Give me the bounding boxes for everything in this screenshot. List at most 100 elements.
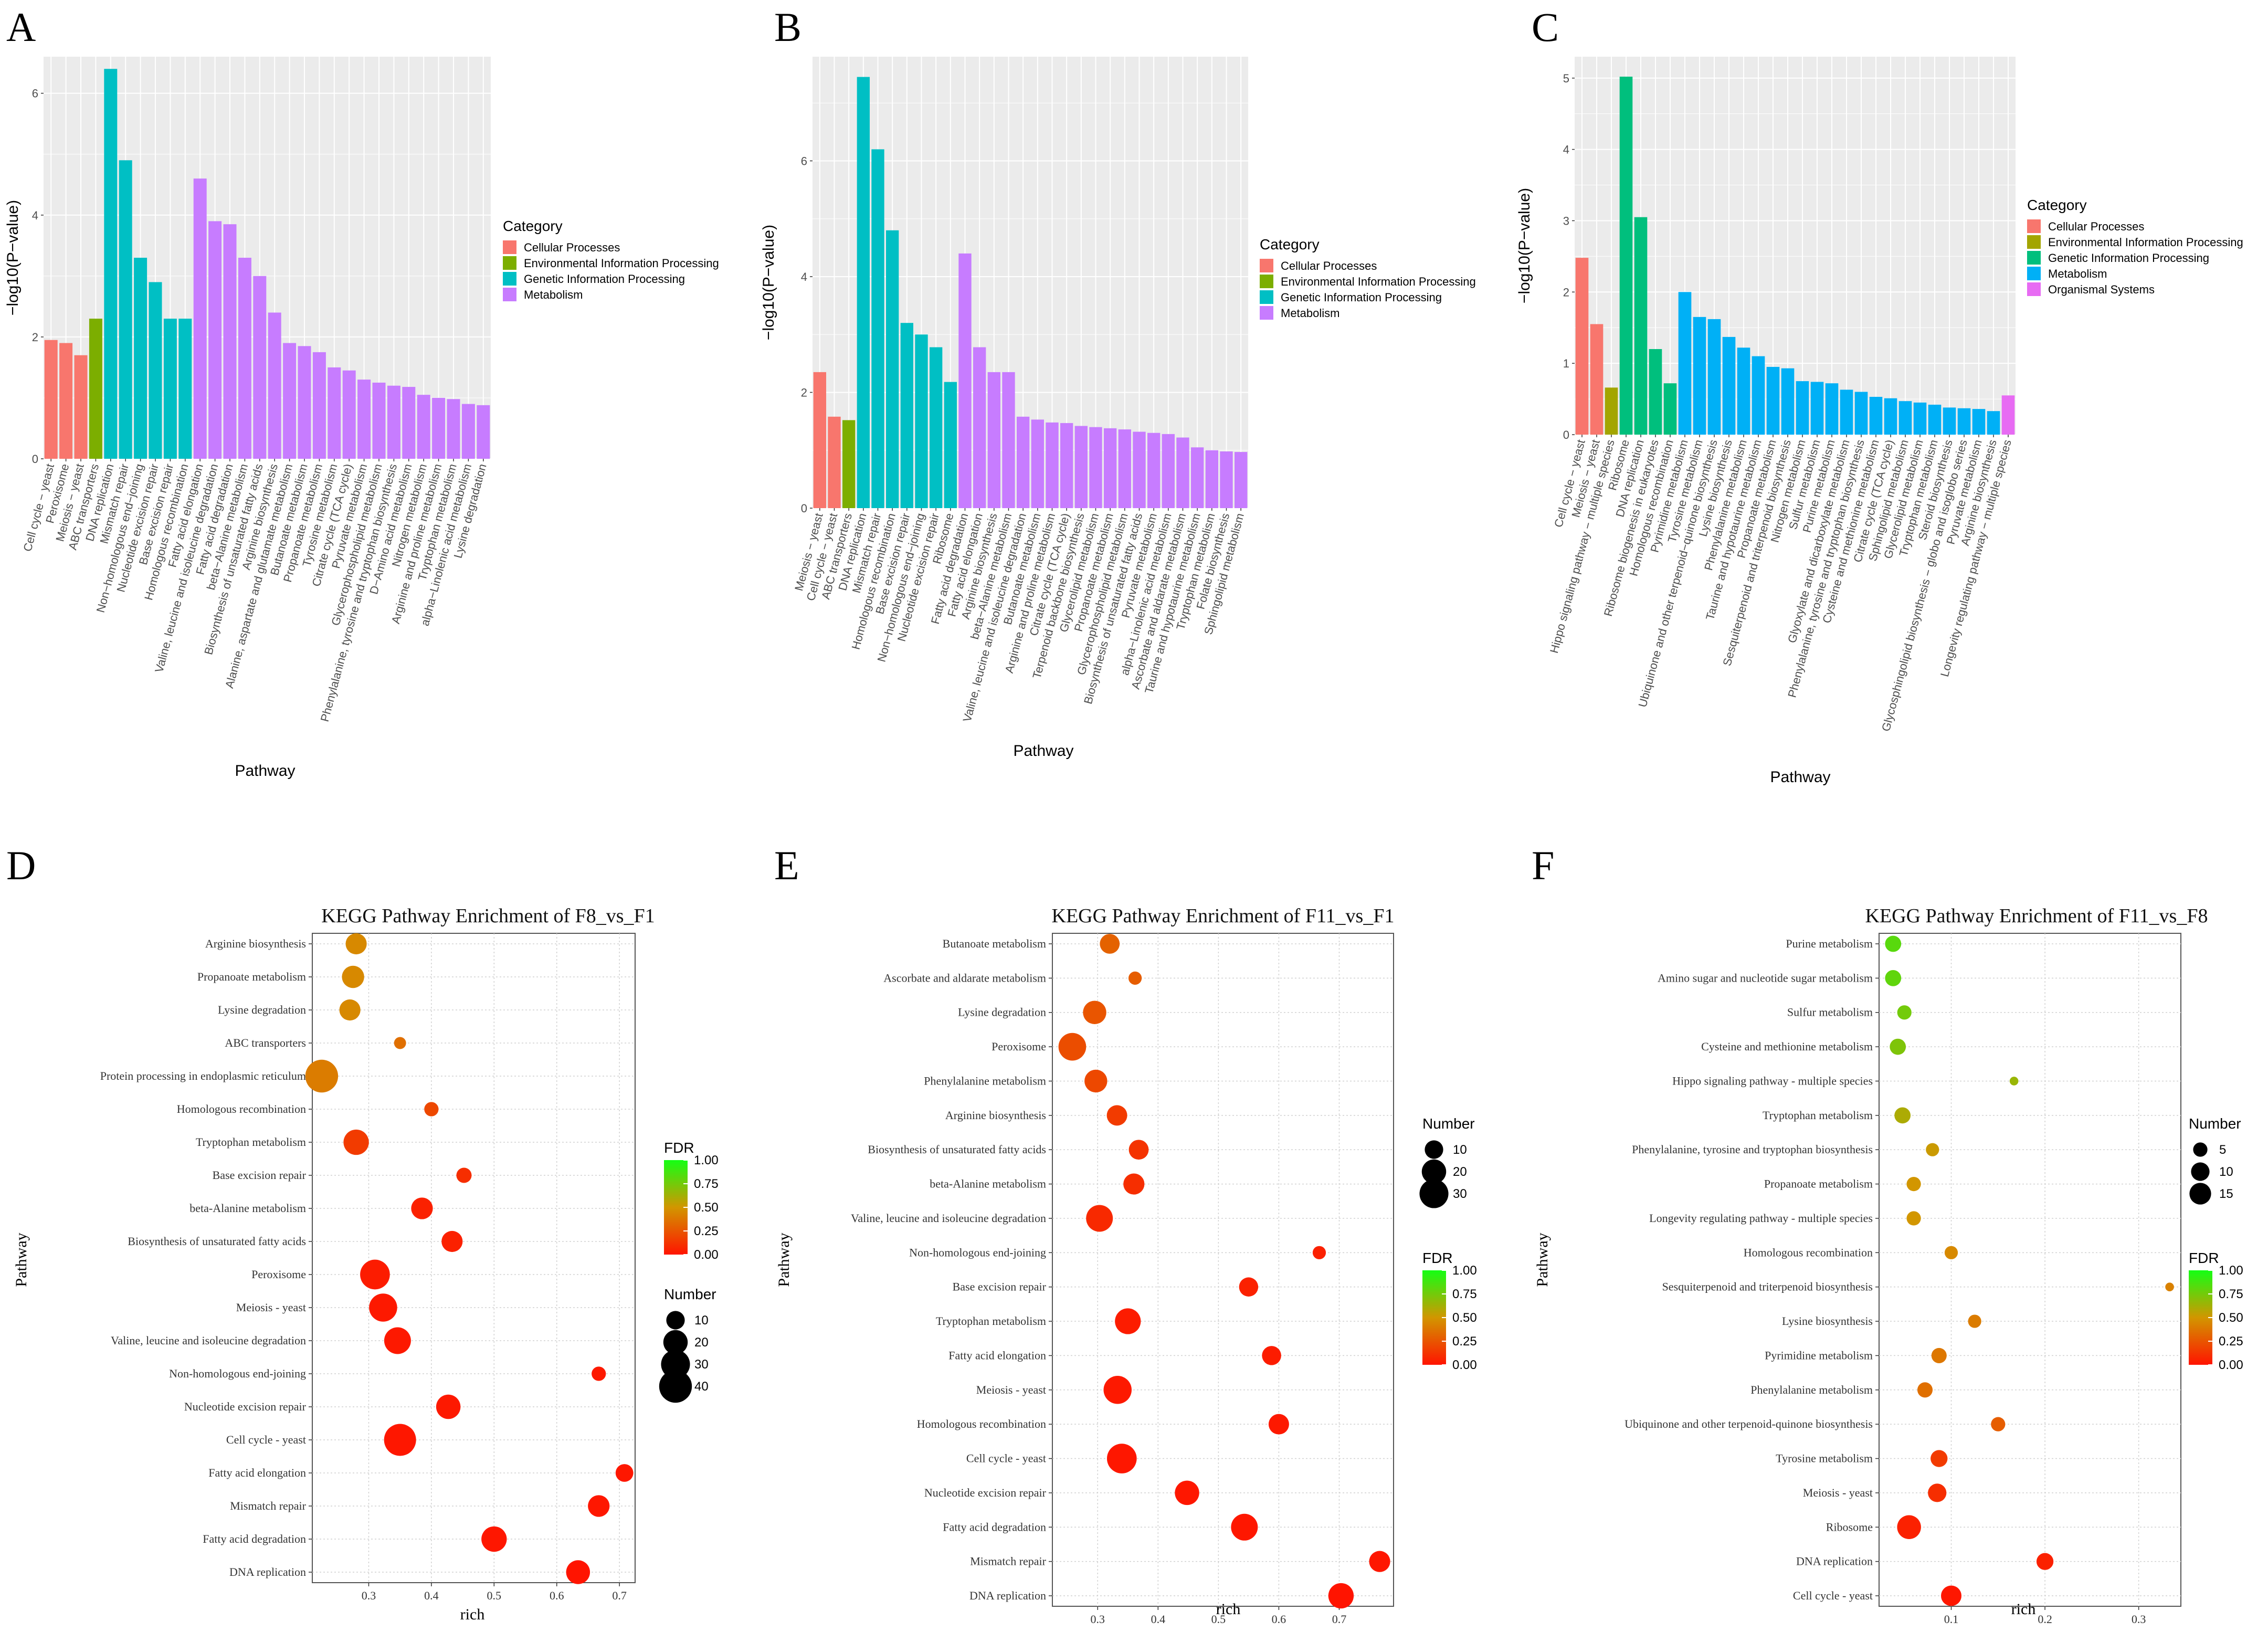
number-legend-dot-d [659, 1370, 692, 1403]
legend-swatch-c [2027, 282, 2041, 296]
bar-b [1162, 434, 1175, 508]
legend-label-c: Environmental Information Processing [2048, 236, 2243, 249]
x-tick-label-d: 0.3 [362, 1589, 376, 1602]
pathway-label-f: Sulfur metabolism [1787, 1006, 1873, 1019]
y-tick-label-b: 2 [801, 386, 807, 399]
bubble-f [1897, 1515, 1921, 1540]
pathway-label-d: ABC transporters [225, 1036, 306, 1049]
pathway-label-e: Arginine biosynthesis [945, 1109, 1046, 1122]
number-legend-dot-d [666, 1311, 685, 1330]
number-legend-dot-f [2193, 1142, 2208, 1157]
fdr-tick-label-f: 0.00 [2219, 1358, 2243, 1372]
bar-b [1133, 431, 1146, 508]
x-axis-title-f: rich [2011, 1601, 2036, 1618]
x-axis-title-c: Pathway [1770, 768, 1830, 786]
pathway-label-d: Fatty acid degradation [203, 1532, 306, 1545]
bar-c [1987, 411, 2000, 435]
y-axis-title-e: Pathway [775, 1233, 793, 1287]
legend-swatch-b [1260, 259, 1273, 272]
plot-panel-f [1879, 933, 2181, 1607]
bar-b [900, 323, 914, 508]
bar-a [461, 404, 475, 459]
bar-a [163, 319, 177, 459]
bubble-f [1906, 1211, 1921, 1226]
chart-title-f: KEGG Pathway Enrichment of F11_vs_F8 [1865, 905, 2208, 927]
y-tick-label-c: 3 [1563, 214, 1569, 227]
number-legend-dot-f [2189, 1183, 2211, 1205]
plot-panel-d [312, 933, 636, 1583]
fdr-tick-label-f: 0.25 [2219, 1334, 2243, 1349]
pathway-label-f: Phenylalanine, tyrosine and tryptophan b… [1632, 1143, 1873, 1156]
number-legend-label-e: 10 [1453, 1143, 1467, 1157]
pathway-label-f: Hippo signaling pathway - multiple speci… [1672, 1074, 1873, 1087]
bubble-f [1931, 1450, 1948, 1467]
fdr-tick-label-e: 0.75 [1452, 1287, 1477, 1301]
number-legend-dot-d [663, 1330, 688, 1355]
legend-label-c: Metabolism [2048, 267, 2107, 280]
pathway-label-f: Homologous recombination [1744, 1246, 1873, 1259]
bar-a [268, 312, 281, 459]
bar-c [1590, 324, 1604, 435]
bar-b [1118, 429, 1132, 508]
legend-title-b: Category [1260, 236, 1320, 252]
bar-b [871, 149, 884, 508]
number-legend-label-f: 5 [2219, 1143, 2226, 1157]
bar-b [1046, 422, 1059, 508]
x-tick-label-d: 0.5 [487, 1589, 502, 1602]
x-tick-label-e: 0.7 [1332, 1613, 1347, 1626]
bubble-e [1262, 1346, 1281, 1365]
pathway-label-f: Propanoate metabolism [1764, 1177, 1873, 1191]
legend-swatch-c [2027, 251, 2041, 265]
panel-label-e: E [774, 843, 799, 888]
pathway-label-f: Lysine biosynthesis [1782, 1314, 1873, 1328]
number-legend-label-e: 20 [1453, 1165, 1467, 1179]
panel-label-b: B [774, 4, 801, 50]
bubble-f [1894, 1107, 1911, 1124]
bar-b [1103, 428, 1117, 508]
bar-a [253, 276, 267, 459]
bubble-f [1968, 1314, 1981, 1328]
number-legend-label-f: 15 [2219, 1187, 2233, 1201]
pathway-label-f: Ubiquinone and other terpenoid-quinone b… [1624, 1417, 1873, 1430]
plot-panel-a [44, 57, 491, 459]
pathway-label-e: Lysine degradation [958, 1006, 1046, 1019]
legend-label-a: Environmental Information Processing [524, 257, 719, 270]
bubble-d [441, 1230, 463, 1252]
y-tick-label-a: 0 [32, 452, 38, 466]
bubble-f [1931, 1347, 1947, 1363]
y-tick-label-b: 0 [801, 502, 807, 515]
y-tick-label-c: 4 [1563, 143, 1569, 156]
bar-a [89, 319, 102, 459]
bubble-f [1940, 1585, 1962, 1606]
pathway-label-d: Protein processing in endoplasmic reticu… [100, 1069, 306, 1082]
y-axis-title-a: −log10(P−value) [4, 200, 22, 315]
bubble-e [1369, 1551, 1390, 1572]
pathway-label-f: Ribosome [1826, 1520, 1873, 1533]
bar-b [1147, 433, 1161, 508]
fdr-tick-label-e: 0.50 [1452, 1311, 1477, 1325]
bar-b [987, 372, 1001, 508]
pathway-label-e: Tryptophan metabolism [936, 1314, 1046, 1328]
bar-b [1031, 419, 1045, 508]
pathway-label-e: Base excision repair [953, 1280, 1047, 1293]
bubble-e [1312, 1246, 1326, 1259]
bubble-d [566, 1560, 590, 1584]
bar-c [1943, 407, 1956, 435]
x-tick-label-e: 0.4 [1151, 1613, 1166, 1626]
x-tick-label-f: 0.2 [2038, 1613, 2052, 1626]
number-legend-label-f: 10 [2219, 1165, 2233, 1179]
y-axis-title-c: −log10(P−value) [1516, 188, 1533, 303]
x-axis-title-d: rich [460, 1606, 485, 1623]
legend-label-b: Genetic Information Processing [1281, 291, 1442, 304]
fdr-tick-label-f: 0.50 [2219, 1311, 2243, 1325]
fdr-tick-label-f: 1.00 [2219, 1264, 2243, 1278]
bar-a [119, 160, 132, 459]
y-tick-label-c: 1 [1563, 357, 1569, 370]
bubble-d [456, 1167, 472, 1183]
bar-b [1074, 426, 1088, 508]
x-tick-label-d: 0.6 [550, 1589, 564, 1602]
bar-c [1634, 217, 1648, 435]
bubble-d [384, 1424, 416, 1456]
pathway-label-e: Butanoate metabolism [943, 937, 1046, 950]
pathway-label-f: Cell cycle - yeast [1793, 1589, 1873, 1602]
